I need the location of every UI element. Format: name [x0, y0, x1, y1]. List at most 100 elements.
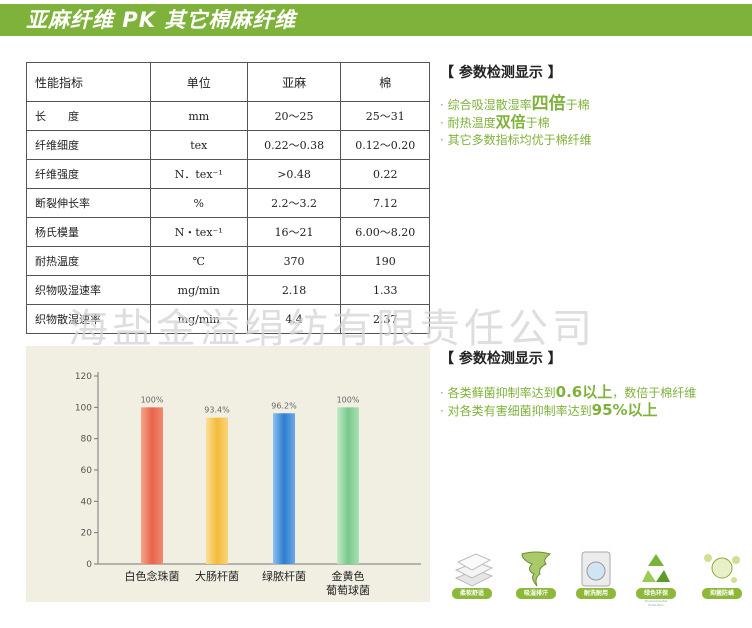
y-tick-label: 60 — [81, 466, 93, 476]
bar-value-label: 100% — [141, 395, 164, 404]
icon-label: 绿色环保 — [636, 588, 676, 599]
y-tick-label: 80 — [81, 435, 93, 445]
table-cell: ℃ — [149, 246, 248, 276]
table-cell: % — [149, 188, 248, 218]
bullet-bacteria: · 对各类有害细菌抑制率达到95%以上 — [440, 402, 696, 420]
bullet-highlight: 双倍 — [495, 113, 526, 131]
table-header-cell: 棉 — [340, 62, 430, 102]
table-cell: N．tex⁻¹ — [149, 159, 248, 189]
table-cell: 织物吸湿速率 — [26, 275, 151, 305]
table-row: 织物散湿速率 mg/min 4.4 2.37 — [26, 304, 430, 334]
table-cell: 2.2～3.2 — [246, 188, 342, 218]
table-header-cell: 亚麻 — [246, 62, 342, 102]
table-cell: 耐热温度 — [26, 246, 151, 276]
x-category-label: 白色念珠菌 — [125, 569, 180, 583]
bar-value-label: 100% — [337, 395, 360, 404]
watermark: 海盐金溢绢纺有限责任公司 — [68, 306, 596, 352]
bacteria-chart-panel: 0 20 40 60 80 100 120 100% 白色念珠菌 93.4% 大肠杆菌 96.2% 绿脓… — [26, 346, 430, 602]
table-cell: >0.48 — [246, 159, 342, 189]
bullet-fungus: · 各类藓菌抑制率达到0.6以上，数倍于棉纤维 — [440, 384, 696, 402]
table-row: 耐热温度 ℃ 370 190 — [26, 246, 430, 276]
table-cell: 断裂伸长率 — [26, 188, 151, 218]
bar-2 — [206, 417, 228, 564]
virus-icon: 抑菌防螨 — [696, 548, 748, 602]
table-cell: 4.4 — [246, 304, 342, 334]
table-header-row: 性能指标 单位 亚麻棉 — [26, 62, 430, 102]
icon-subtext: Environmental Protection — [645, 599, 667, 607]
page-title: 亚麻纤维 PK 其它棉麻纤维 — [26, 8, 297, 32]
comparison-table: 性能指标 单位 亚麻棉长 度 mm 20～25 25～31 纤维细度 tex 0.22～0.38… — [26, 62, 430, 334]
header-banner: 亚麻纤维 PK 其它棉麻纤维 — [0, 4, 752, 36]
table-cell: tex — [149, 130, 248, 160]
bacteria-bar-chart: 0 20 40 60 80 100 120 100% 白色念珠菌 93.4% 大肠杆菌 96.2% 绿脓… — [75, 372, 421, 597]
section1-bullets: · 综合吸湿散湿率四倍于棉 · 耐热温度双倍于棉 · 其它多数指标均优于棉纤维 — [440, 96, 592, 149]
table-cell: 纤维强度 — [26, 159, 151, 189]
table-cell: 0.12～0.20 — [340, 130, 430, 160]
table-cell: 25～31 — [340, 101, 430, 131]
washing-machine-icon: 耐洗耐用 — [570, 548, 622, 602]
icon-label: 抑菌防螨 — [702, 588, 742, 599]
table-cell: 16～21 — [246, 217, 342, 247]
table-header-cell: 性能指标 — [26, 62, 151, 102]
table-header-cell: 单位 — [149, 62, 248, 102]
table-row: 纤维细度 tex 0.22～0.38 0.12～0.20 — [26, 130, 430, 160]
section1-heading: 【 参数检测显示 】 — [440, 65, 562, 81]
bar-1 — [141, 407, 163, 564]
table-cell: mg/min — [149, 275, 248, 305]
table-cell: 7.12 — [340, 188, 430, 218]
table-cell: 190 — [340, 246, 430, 276]
x-category-label: 葡萄球菌 — [326, 583, 370, 597]
bullet-highlight: 95%以上 — [591, 401, 658, 419]
bullet-text: ，数倍于棉纤维 — [612, 386, 697, 400]
table-cell: 20～25 — [246, 101, 342, 131]
y-tick-label: 40 — [81, 497, 93, 507]
table-cell: 6.00～8.20 — [340, 217, 430, 247]
bar-4 — [337, 407, 359, 564]
table-cell: 0.22～0.38 — [246, 130, 342, 160]
table-row: 杨氏模量 N・tex⁻¹ 16～21 6.00～8.20 — [26, 217, 430, 247]
x-category-label: 金黄色 — [332, 569, 365, 583]
table-row: 长 度 mm 20～25 25～31 — [26, 101, 430, 131]
table-cell: mm — [149, 101, 248, 131]
y-tick-label: 120 — [75, 372, 92, 382]
bullet-text: 于棉 — [565, 98, 590, 112]
bar-value-label: 93.4% — [204, 406, 230, 415]
y-tick-label: 0 — [86, 560, 92, 570]
y-tick-label: 20 — [81, 529, 93, 539]
feature-icons: 柔软舒适 吸湿排汗 耐洗耐用 绿色环保 Environmental Protection… — [440, 548, 752, 607]
bullet-highlight: 0.6以上 — [555, 383, 613, 401]
y-tick-label: 100 — [75, 403, 92, 413]
table-cell: N・tex⁻¹ — [149, 217, 248, 247]
table-cell: 370 — [246, 246, 342, 276]
bar-value-label: 96.2% — [271, 401, 297, 410]
x-category-label: 大肠杆菌 — [195, 569, 239, 583]
section2-heading: 【 参数检测显示 】 — [440, 351, 562, 367]
table-cell: 1.33 — [340, 275, 430, 305]
table-cell: 长 度 — [26, 101, 151, 131]
bar-3 — [273, 413, 295, 564]
bullet-absorption: · 综合吸湿散湿率四倍于棉 — [440, 96, 592, 114]
bullet-text: 于棉 — [525, 116, 550, 130]
tornado-icon: 吸湿排汗 — [510, 548, 562, 602]
table-cell: 纤维细度 — [26, 130, 151, 160]
table-cell: 0.22 — [340, 159, 430, 189]
icon-label: 柔软舒适 — [452, 588, 492, 599]
table-cell: 杨氏模量 — [26, 217, 151, 247]
bullet-text: · 各类藓菌抑制率达到 — [440, 386, 556, 400]
icon-label: 吸湿排汗 — [516, 588, 556, 599]
recycle-icon: 绿色环保 Environmental Protection — [630, 548, 682, 607]
x-category-label: 绿脓杆菌 — [262, 569, 306, 583]
bullet-others: · 其它多数指标均优于棉纤维 — [440, 133, 592, 147]
bullet-text: · 对各类有害细菌抑制率达到 — [440, 404, 592, 418]
table-row: 纤维强度 N．tex⁻¹ >0.48 0.22 — [26, 159, 430, 189]
bullet-text: · 综合吸湿散湿率 — [440, 98, 532, 112]
icon-label: 耐洗耐用 — [576, 588, 616, 599]
section2-bullets: · 各类藓菌抑制率达到0.6以上，数倍于棉纤维 · 对各类有害细菌抑制率达到95… — [440, 384, 696, 420]
bullet-text: · 耐热温度 — [440, 116, 496, 130]
table-row: 织物吸湿速率 mg/min 2.18 1.33 — [26, 275, 430, 305]
bullet-heat: · 耐热温度双倍于棉 — [440, 114, 592, 132]
bullet-highlight: 四倍 — [531, 94, 566, 114]
towel-icon: 柔软舒适 — [446, 548, 498, 602]
table-row: 断裂伸长率% 2.2～3.2 7.12 — [26, 188, 430, 218]
table-cell: mg/min — [149, 304, 248, 334]
